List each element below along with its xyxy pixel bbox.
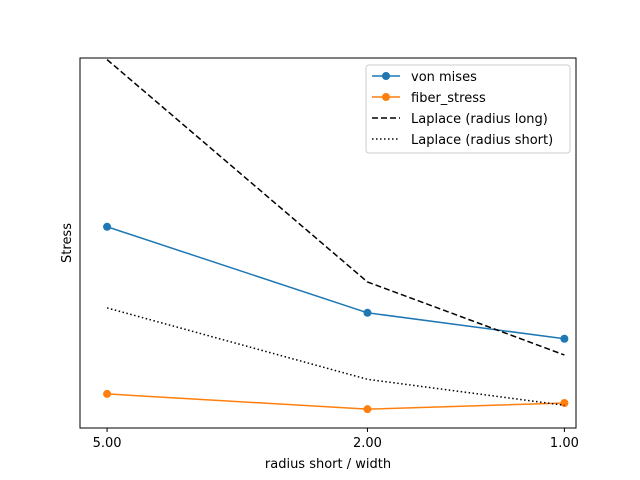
data-point [103, 222, 112, 231]
legend: von mises fiber_stress Laplace (radius lon… [365, 64, 571, 154]
data-point [560, 334, 569, 343]
legend-marker [382, 93, 390, 101]
legend-label: von mises [411, 70, 477, 85]
x-axis-ticks: 5.00 2.00 1.00 [93, 428, 579, 451]
x-axis-label: radius short / width [265, 457, 391, 472]
x-tick-label: 2.00 [353, 436, 382, 451]
y-axis-label: Stress [60, 223, 75, 263]
legend-label: Laplace (radius long) [411, 112, 548, 127]
x-tick-label: 1.00 [550, 436, 579, 451]
data-point [103, 389, 112, 398]
legend-label: fiber_stress [411, 91, 486, 106]
x-tick-label: 5.00 [93, 436, 122, 451]
data-point [560, 399, 569, 408]
legend-marker [382, 72, 390, 80]
data-point [363, 308, 372, 317]
series-line-laplace-radius-long- [106, 59, 565, 356]
data-point [363, 405, 372, 414]
legend-box [365, 64, 571, 154]
series-layer [103, 59, 569, 414]
legend-label: Laplace (radius short) [411, 133, 553, 148]
